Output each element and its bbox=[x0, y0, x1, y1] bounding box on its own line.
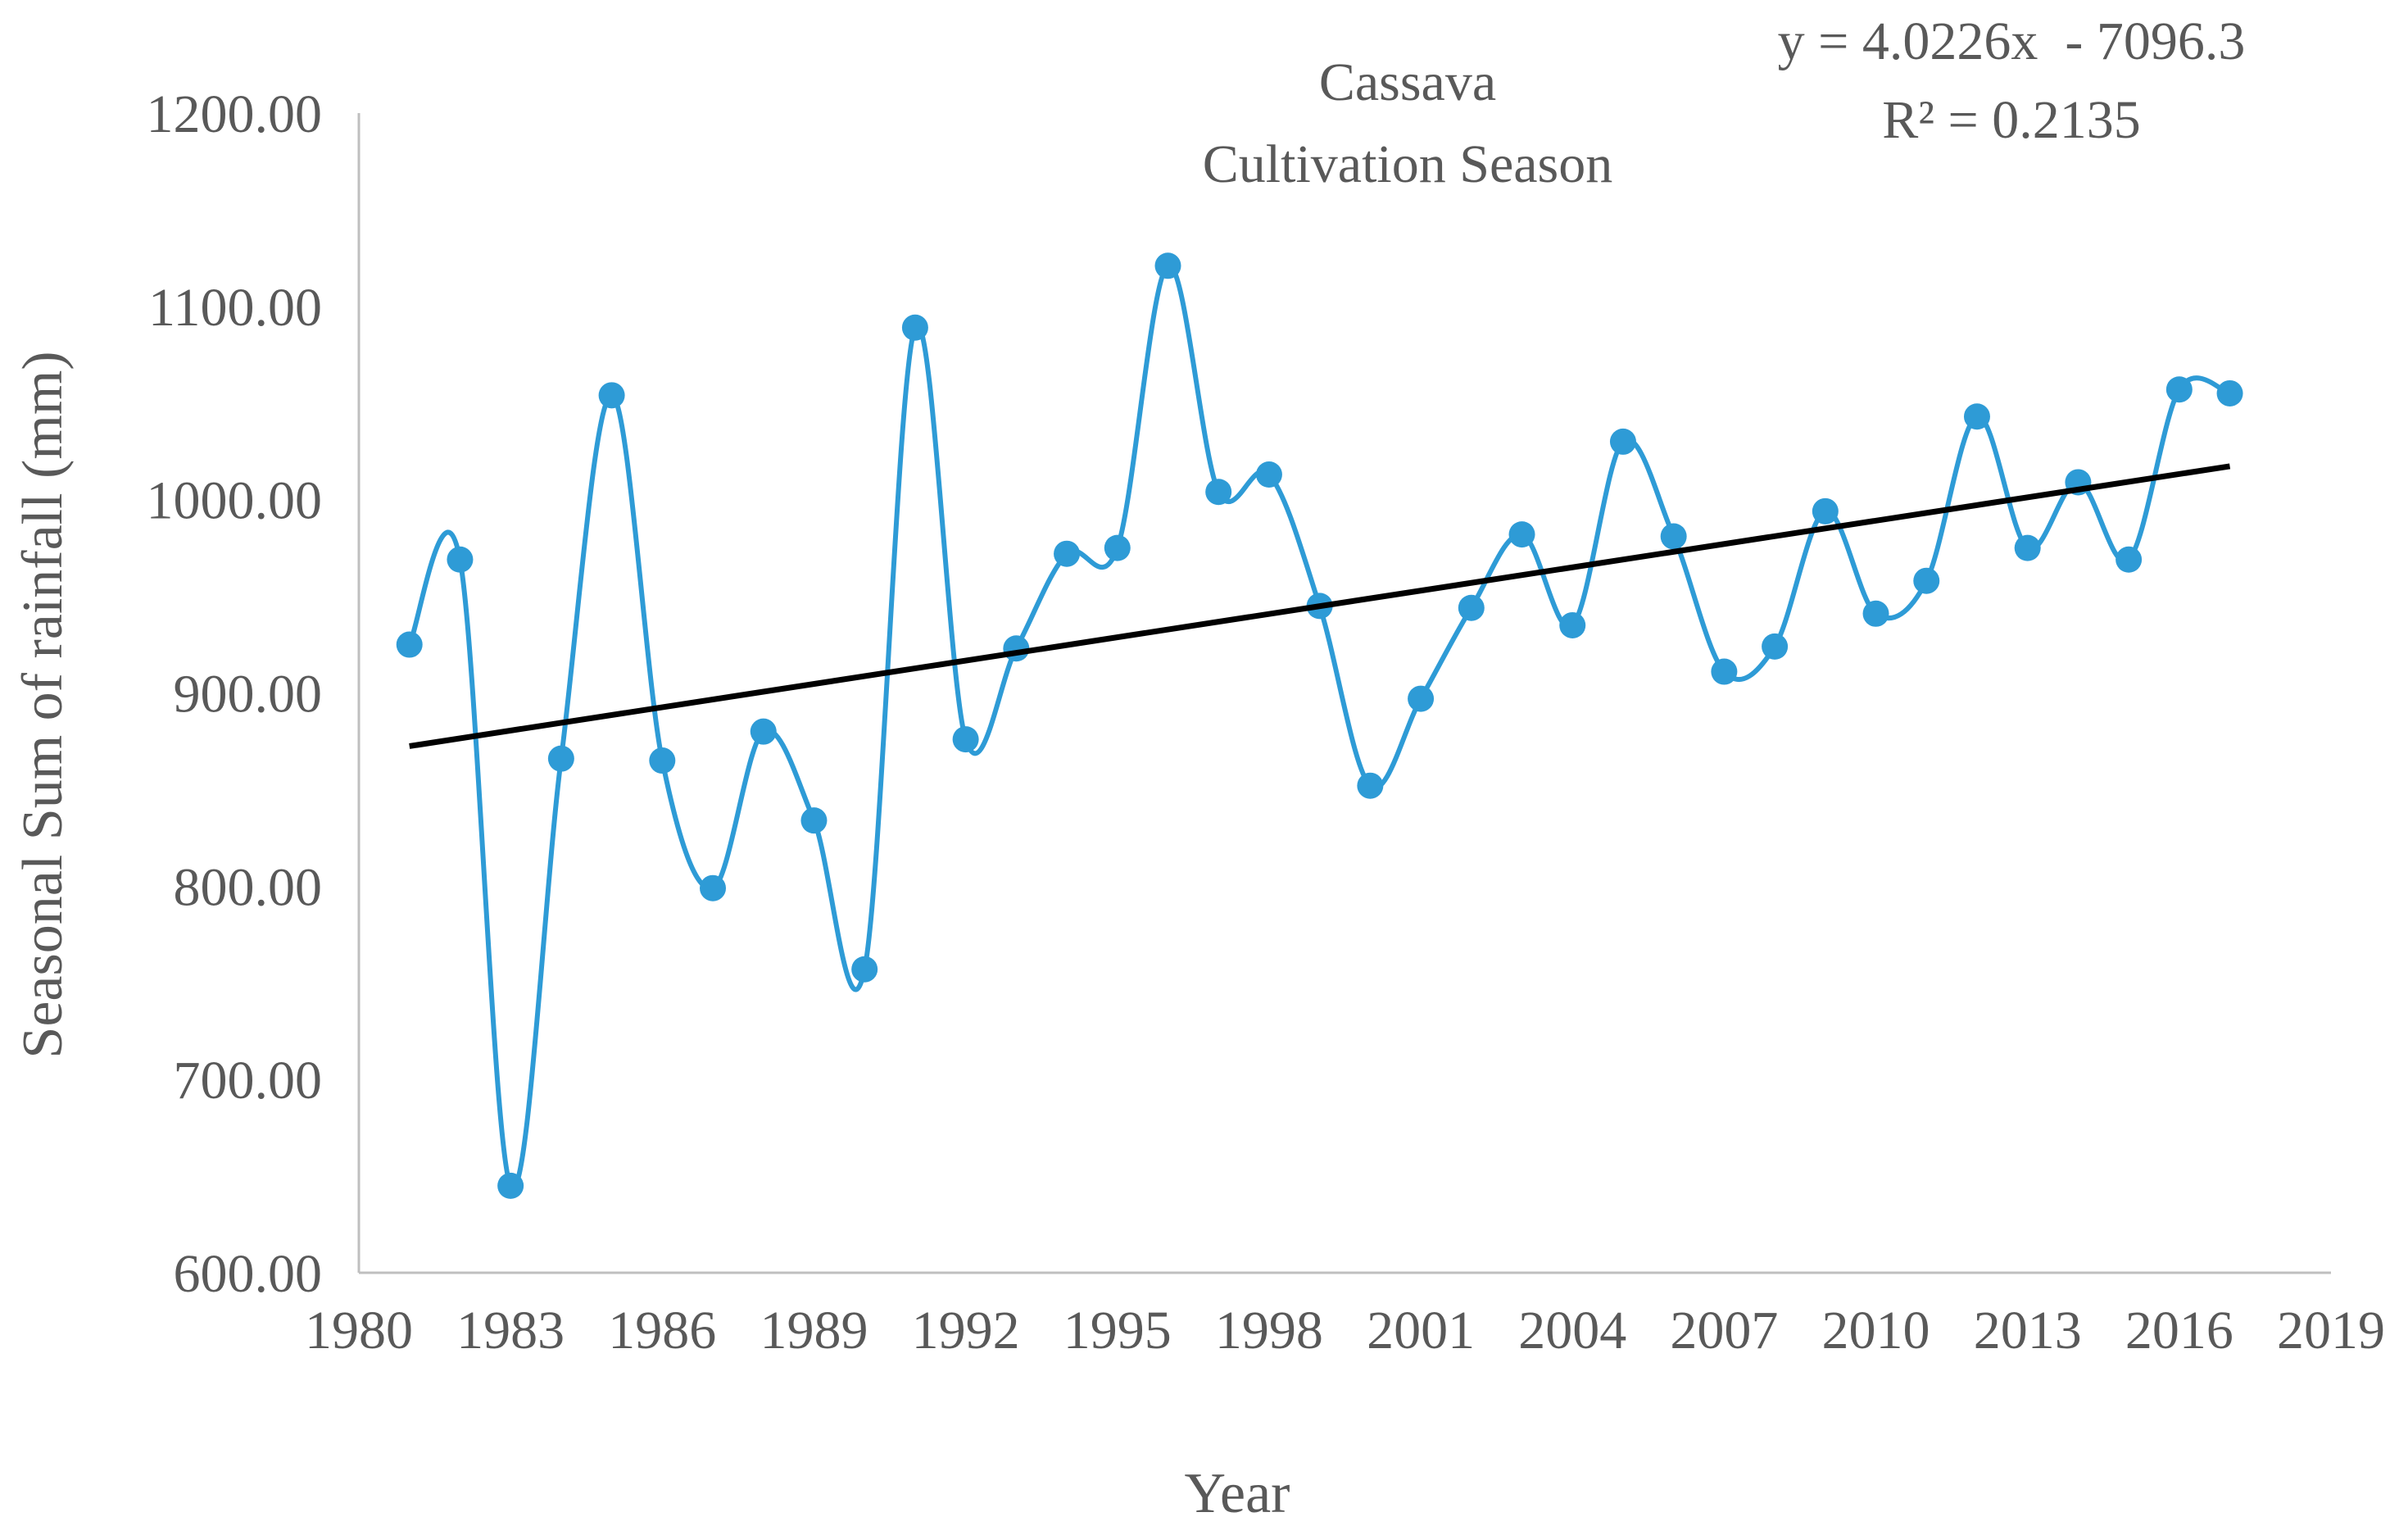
data-point bbox=[700, 874, 727, 901]
x-tick-labels: 1980 1983 1986 1989 1992 1995 1998 2001 2004 2007… bbox=[305, 1301, 2385, 1360]
trendline-group bbox=[409, 463, 2231, 749]
data-point bbox=[750, 718, 777, 745]
x-tick-label: 2007 bbox=[1670, 1301, 1778, 1360]
data-point bbox=[598, 382, 625, 409]
x-tick-label: 1995 bbox=[1063, 1301, 1172, 1360]
data-point bbox=[1812, 497, 1839, 525]
x-tick-label: 1992 bbox=[912, 1301, 1020, 1360]
trendline bbox=[409, 463, 2231, 749]
x-tick-label: 2010 bbox=[1822, 1301, 1930, 1360]
data-point bbox=[2014, 534, 2041, 561]
x-tick-label: 2004 bbox=[1518, 1301, 1626, 1360]
y-tick-label: 600.00 bbox=[174, 1244, 323, 1304]
data-point bbox=[1205, 479, 1232, 506]
data-point bbox=[952, 726, 979, 753]
y-tick-label: 700.00 bbox=[174, 1051, 323, 1110]
data-point bbox=[1559, 611, 1586, 638]
x-tick-label: 1986 bbox=[608, 1301, 716, 1360]
data-point bbox=[1711, 658, 1738, 685]
data-point bbox=[1054, 540, 1081, 567]
y-tick-label: 900.00 bbox=[174, 665, 323, 724]
data-point bbox=[1609, 428, 1636, 455]
data-point bbox=[851, 956, 878, 983]
data-point bbox=[1963, 403, 1990, 430]
data-point bbox=[1408, 685, 1435, 712]
y-tick-label: 1000.00 bbox=[147, 471, 323, 531]
data-point bbox=[2116, 546, 2143, 573]
y-tick-labels: 600.00 700.00 800.00 900.00 1000.00 1100.00 12… bbox=[147, 84, 323, 1304]
x-tick-label: 2001 bbox=[1367, 1301, 1475, 1360]
data-point bbox=[1003, 635, 1030, 662]
data-point bbox=[2216, 379, 2243, 406]
data-point bbox=[1255, 461, 1282, 488]
data-point bbox=[1660, 523, 1687, 550]
chart-title-line-1: Cassava bbox=[1319, 52, 1496, 112]
x-tick-label: 1983 bbox=[456, 1301, 565, 1360]
data-point bbox=[447, 546, 474, 573]
x-tick-label: 2013 bbox=[1974, 1301, 2082, 1360]
y-tick-label: 800.00 bbox=[174, 857, 323, 917]
data-point bbox=[1357, 772, 1384, 799]
chart-title-line-2: Cultivation Season bbox=[1203, 134, 1612, 194]
trendline-equation: y = 4.0226x - 7096.3 bbox=[1778, 11, 2246, 71]
y-tick-label: 1200.00 bbox=[147, 84, 323, 144]
data-point bbox=[1154, 252, 1181, 279]
data-point bbox=[497, 1172, 524, 1199]
data-point bbox=[1913, 567, 1940, 594]
series-line bbox=[406, 263, 2231, 1191]
axes bbox=[357, 113, 2331, 1274]
data-point bbox=[800, 807, 828, 834]
data-point bbox=[649, 747, 676, 774]
x-axis-label: Year bbox=[1185, 1462, 1290, 1525]
data-point bbox=[1104, 534, 1131, 561]
x-tick-label: 1998 bbox=[1215, 1301, 1323, 1360]
data-point bbox=[1762, 633, 1789, 660]
data-point bbox=[901, 314, 928, 341]
data-point bbox=[547, 745, 574, 772]
x-tick-label: 2016 bbox=[2125, 1301, 2233, 1360]
trendline-r-squared: R² = 0.2135 bbox=[1882, 90, 2141, 150]
y-tick-label: 1100.00 bbox=[148, 278, 322, 338]
data-point bbox=[1508, 521, 1535, 548]
data-series bbox=[396, 252, 2243, 1199]
y-axis-label: Seasonal Sum of rainfall (mm) bbox=[11, 351, 75, 1058]
data-point bbox=[1862, 600, 1889, 627]
x-tick-label: 1980 bbox=[305, 1301, 413, 1360]
data-point bbox=[396, 631, 423, 658]
x-tick-label: 1989 bbox=[760, 1301, 868, 1360]
x-tick-label: 2019 bbox=[2277, 1301, 2385, 1360]
data-point bbox=[2165, 376, 2193, 403]
data-point bbox=[1458, 594, 1485, 621]
